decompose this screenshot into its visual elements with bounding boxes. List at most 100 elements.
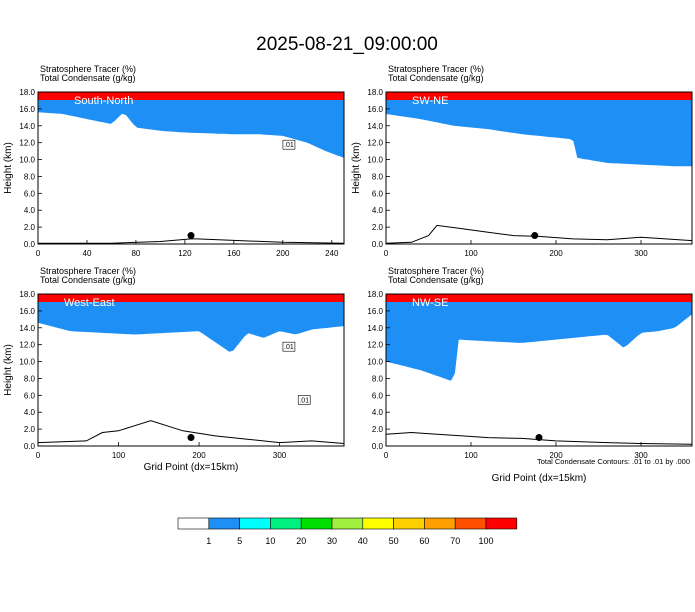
section-label: West-East [64,297,115,309]
contour-footnote: Total Condensate Contours: .01 to .01 by… [537,457,690,466]
y-tick-label: 10.0 [19,156,35,165]
tracer-band-1 [38,92,344,158]
y-tick-label: 8.0 [24,374,36,383]
terrain-line [386,431,692,445]
y-tick-label: 12.0 [19,341,35,350]
y-tick-label: 6.0 [24,189,36,198]
contour-label: .01 [284,344,294,351]
y-tick-label: 18.0 [19,290,35,299]
y-tick-label: 2.0 [372,223,384,232]
colorbar-swatch [393,517,425,530]
x-axis-label: Grid Point (dx=15km) [144,462,239,473]
tracer-band-1 [386,294,692,381]
x-tick-label: 0 [384,451,389,460]
y-tick-label: 6.0 [372,391,384,400]
panel-header-tracer: Stratosphere Tracer (%) [388,64,484,74]
colorbar-level-label: 70 [450,536,460,546]
colorbar-level-label: 5 [237,536,242,546]
x-tick-label: 80 [131,249,140,258]
colorbar-level-label: 50 [389,536,399,546]
y-tick-label: 16.0 [367,105,383,114]
x-tick-label: 100 [112,451,126,460]
y-tick-label: 12.0 [19,139,35,148]
panel-header-condensate: Total Condensate (g/kg) [40,73,136,83]
x-tick-label: 200 [549,249,563,258]
y-tick-label: 14.0 [367,122,383,131]
y-axis-label: Height (km) [3,344,14,396]
y-tick-label: 12.0 [367,139,383,148]
contour-label-box [282,139,296,150]
panel-header-tracer: Stratosphere Tracer (%) [40,266,136,276]
tracer-band-1 [386,92,692,167]
x-axis-label: Grid Point (dx=15km) [492,473,587,484]
tracer-band-top [386,92,692,100]
y-tick-label: 0.0 [24,442,36,451]
y-tick-label: 2.0 [24,223,36,232]
y-axis-label: Height (km) [351,142,362,194]
x-tick-label: 100 [464,451,478,460]
plot-frame [385,91,693,245]
section-label: South-North [74,95,133,107]
y-tick-label: 10.0 [19,358,35,367]
panel-bottom-left: Stratosphere Tracer (%)Total Condensate … [3,266,345,473]
colorbar: 1 5 10 20 30 40 50 60 70 100 [177,517,518,546]
x-tick-label: 300 [634,249,648,258]
y-tick-label: 0.0 [372,240,384,249]
y-tick-label: 4.0 [372,206,384,215]
y-tick-label: 10.0 [367,358,383,367]
y-tick-label: 14.0 [19,122,35,131]
y-tick-label: 16.0 [367,307,383,316]
x-tick-label: 0 [36,451,41,460]
panel-bottom-right: Stratosphere Tracer (%)Total Condensate … [367,266,693,484]
x-tick-label: 300 [634,451,648,460]
panel-top-left: Stratosphere Tracer (%)Total Condensate … [3,64,345,258]
y-tick-label: 18.0 [367,88,383,97]
contour-label: .01 [299,397,309,404]
x-tick-label: 100 [464,249,478,258]
y-tick-label: 6.0 [24,391,36,400]
figure-title: 2025-08-21_09:00:00 [256,34,438,55]
x-tick-label: 200 [549,451,563,460]
y-tick-label: 8.0 [372,374,384,383]
x-tick-label: 200 [192,451,206,460]
y-tick-label: 4.0 [24,206,36,215]
x-tick-label: 300 [273,451,287,460]
section-label: NW-SE [412,297,448,309]
colorbar-level-label: 40 [358,536,368,546]
colorbar-level-label: 60 [419,536,429,546]
plot-area [386,92,692,244]
location-marker [187,434,195,442]
colorbar-swatch [485,517,518,530]
plot-frame [37,91,345,245]
colorbar-level-label: 10 [265,536,275,546]
plot-frame [385,293,693,447]
contour-label: .01 [284,142,294,149]
terrain-line [386,224,692,244]
plot-area: .01 .01 [38,294,344,446]
y-tick-label: 2.0 [24,425,36,434]
tracer-band-top [38,92,344,100]
panel-header-tracer: Stratosphere Tracer (%) [388,266,484,276]
y-tick-label: 4.0 [24,408,36,417]
panel-header-condensate: Total Condensate (g/kg) [388,275,484,285]
y-tick-label: 18.0 [367,290,383,299]
y-tick-label: 4.0 [372,408,384,417]
contour-label-box [282,341,296,352]
plot-area: .01 [38,92,344,244]
y-tick-label: 18.0 [19,88,35,97]
tracer-band-top [38,294,344,302]
x-tick-label: 240 [325,249,339,258]
colorbar-level-label: 100 [478,536,493,546]
panel-header-tracer: Stratosphere Tracer (%) [40,64,136,74]
panel-top-right: Stratosphere Tracer (%)Total Condensate … [351,64,693,258]
section-label: SW-NE [412,95,448,107]
location-marker [535,434,543,442]
y-tick-label: 6.0 [372,189,384,198]
panels: Stratosphere Tracer (%)Total Condensate … [3,64,693,484]
location-marker [187,232,195,240]
y-tick-label: 0.0 [24,240,36,249]
colorbar-swatch [362,517,394,530]
y-tick-label: 2.0 [372,425,384,434]
x-tick-label: 0 [384,249,389,258]
x-tick-label: 200 [276,249,290,258]
